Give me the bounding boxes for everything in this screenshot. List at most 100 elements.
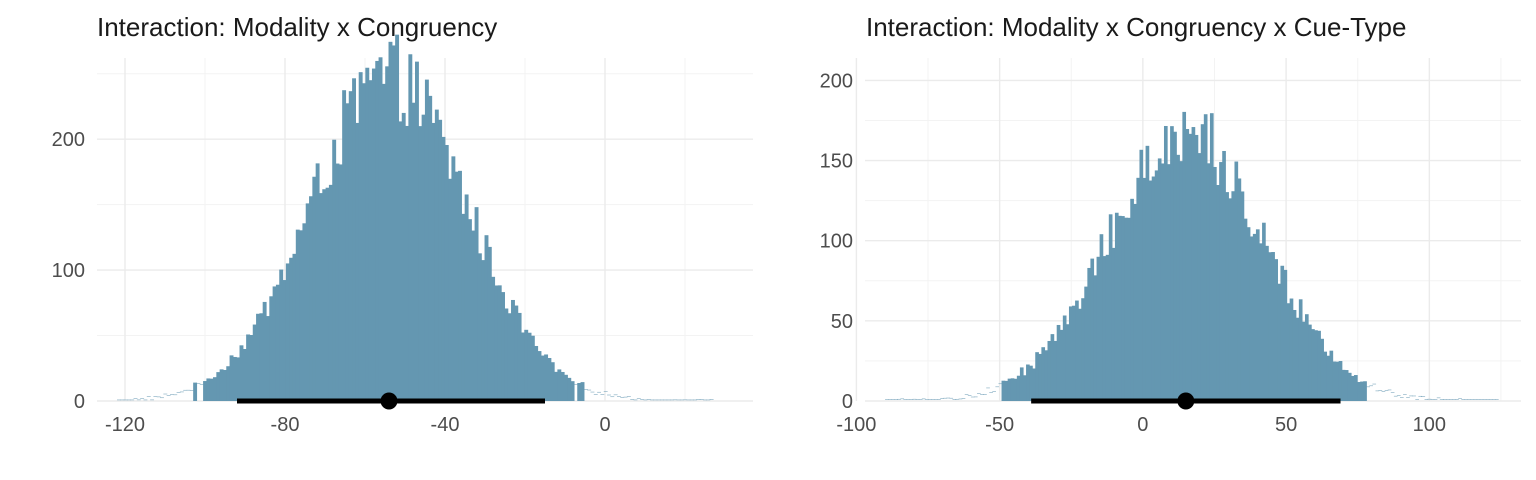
- histogram-bar: [362, 83, 366, 402]
- histogram-bar: [943, 397, 947, 399]
- histogram-bar: [557, 369, 562, 401]
- histogram-bar: [607, 394, 611, 396]
- histogram-bar: [1127, 217, 1131, 401]
- histogram-bar: [1200, 124, 1205, 401]
- histogram-bar: [520, 332, 525, 401]
- histogram-bar: [977, 393, 981, 394]
- histogram-bar: [1007, 378, 1012, 401]
- histogram-bar: [570, 381, 575, 401]
- histogram-bar: [1495, 399, 1499, 400]
- histogram-bar: [1442, 399, 1447, 400]
- histogram-bar: [345, 103, 350, 402]
- histogram-bar: [256, 313, 260, 401]
- y-tick-label: 50: [831, 311, 853, 333]
- histogram-bar: [1090, 258, 1095, 401]
- histogram-bar: [1234, 161, 1239, 401]
- histogram-bar: [169, 394, 174, 395]
- histogram-bar: [471, 230, 476, 401]
- histogram-bar: [1056, 324, 1061, 401]
- histogram-bar: [1068, 306, 1073, 401]
- histogram-bar: [259, 313, 264, 401]
- histogram-bar: [703, 399, 707, 401]
- histogram-bar: [673, 399, 678, 401]
- histogram-bar: [365, 67, 370, 401]
- x-tick-label: -100: [836, 414, 876, 436]
- histogram-bar: [1271, 252, 1275, 401]
- histogram-bar: [1194, 134, 1199, 401]
- histogram-bar: [1035, 352, 1039, 401]
- histogram-bar: [467, 219, 472, 401]
- histogram-bar: [226, 366, 231, 401]
- histogram-bar: [150, 399, 155, 401]
- histogram-bar: [309, 196, 313, 401]
- histogram-bar: [285, 263, 290, 401]
- point-estimate: [380, 392, 398, 410]
- histogram-bar: [547, 357, 552, 401]
- histogram-bar: [1231, 191, 1236, 401]
- histogram-bar: [894, 399, 898, 400]
- histogram-bar: [428, 95, 433, 402]
- histogram-bar: [1479, 399, 1484, 400]
- histogram-bar: [1173, 131, 1177, 402]
- histogram-bar: [477, 253, 482, 401]
- histogram-bar: [1265, 245, 1269, 401]
- histogram-bar: [1277, 283, 1282, 401]
- histogram-bar: [1335, 361, 1340, 401]
- histogram-bar: [1084, 286, 1088, 401]
- histogram-bar: [964, 394, 969, 396]
- histogram-bar: [1050, 334, 1055, 401]
- histogram-bar: [927, 399, 932, 400]
- histogram-bar: [891, 399, 895, 400]
- histogram-bar: [897, 398, 901, 400]
- histogram-bar: [371, 68, 376, 402]
- histogram-bar: [143, 399, 148, 401]
- histogram-bar: [597, 391, 602, 393]
- histogram-bar: [583, 389, 588, 390]
- histogram-bar: [1445, 399, 1450, 400]
- histogram-bar: [1179, 161, 1183, 401]
- histogram-bar: [163, 393, 168, 395]
- histogram-bar: [461, 213, 466, 401]
- histogram-bar: [1154, 170, 1159, 401]
- histogram-bar: [537, 351, 542, 401]
- histogram-bar: [385, 66, 390, 401]
- histogram-bar: [620, 397, 625, 398]
- chart-panel-modality-congruency: Interaction: Modality x Congruency -120-…: [52, 12, 753, 436]
- histogram-bar: [989, 392, 993, 393]
- histogram-bar: [610, 396, 615, 398]
- histogram-bar: [1283, 269, 1288, 401]
- histogram-bar: [1399, 397, 1404, 398]
- histogram-bar: [252, 324, 257, 401]
- histogram-bar: [921, 398, 926, 400]
- histogram-bar: [564, 374, 568, 401]
- histogram-bar: [1320, 338, 1324, 401]
- histogram-bar: [1476, 399, 1481, 400]
- histogram-bar: [484, 235, 489, 401]
- chart-panel-modality-congruency-cuetype: Interaction: Modality x Congruency x Cue…: [768, 0, 1536, 480]
- histogram-bar: [906, 399, 911, 400]
- histogram-bar: [1185, 128, 1190, 401]
- histogram-bar: [1213, 166, 1217, 401]
- histogram-bar: [481, 260, 486, 401]
- histogram-bar: [1329, 350, 1334, 401]
- histogram-bar: [885, 399, 889, 400]
- histogram-bar: [338, 164, 343, 401]
- histogram-bar: [686, 399, 691, 401]
- histogram-bar: [903, 399, 908, 400]
- histogram-bar: [497, 285, 502, 401]
- histogram-bar: [1096, 256, 1101, 401]
- histogram-bar: [501, 292, 505, 401]
- histogram-bar: [590, 391, 595, 393]
- histogram-bar: [1354, 375, 1358, 401]
- histogram-bar: [1452, 399, 1456, 400]
- y-tick-label: 200: [52, 129, 85, 151]
- histogram-bar: [1323, 351, 1328, 401]
- histogram-bar: [239, 345, 244, 401]
- histogram-bar: [967, 395, 972, 396]
- histogram-bar: [530, 335, 535, 401]
- histogram-bar: [1065, 324, 1070, 401]
- histogram-bar: [1427, 398, 1432, 400]
- x-tick-label: 0: [599, 414, 610, 436]
- histogram-bar: [1026, 364, 1030, 401]
- histogram-bar: [577, 382, 582, 401]
